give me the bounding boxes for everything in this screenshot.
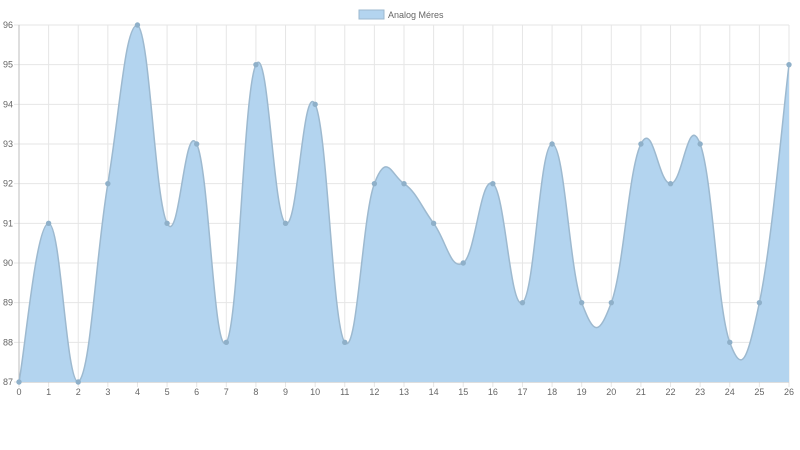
data-point[interactable] (105, 180, 111, 187)
data-point[interactable] (430, 220, 437, 227)
x-tick-label: 13 (399, 387, 409, 397)
x-tick-label: 22 (666, 387, 676, 397)
y-tick-label: 95 (3, 60, 13, 70)
data-point[interactable] (667, 180, 674, 187)
data-point[interactable] (193, 141, 200, 147)
data-point[interactable] (460, 260, 466, 266)
y-tick-label: 92 (3, 179, 13, 189)
data-point[interactable] (253, 61, 259, 68)
x-tick-label: 16 (488, 387, 498, 397)
y-tick-label: 89 (3, 298, 13, 308)
x-tick-label: 2 (76, 387, 81, 397)
data-point[interactable] (638, 141, 644, 147)
x-tick-label: 19 (577, 387, 587, 397)
x-tick-label: 6 (194, 387, 199, 397)
data-point[interactable] (519, 299, 526, 306)
data-point[interactable] (727, 339, 733, 346)
x-tick-label: 21 (636, 387, 646, 397)
x-tick-label: 17 (517, 387, 527, 397)
series-area (19, 25, 789, 382)
legend-label: Analog Méres (388, 10, 444, 20)
x-tick-label: 8 (253, 387, 258, 397)
data-point[interactable] (756, 299, 763, 306)
y-tick-label: 87 (3, 377, 13, 387)
y-tick-label: 88 (3, 337, 13, 347)
data-point[interactable] (578, 299, 585, 306)
x-tick-label: 1 (46, 387, 51, 397)
data-point[interactable] (164, 220, 170, 227)
x-tick-label: 26 (784, 387, 794, 397)
x-tick-label: 9 (283, 387, 288, 397)
data-point[interactable] (282, 220, 289, 227)
x-tick-label: 20 (606, 387, 616, 397)
data-point[interactable] (401, 180, 407, 187)
data-point[interactable] (490, 180, 496, 187)
y-tick-label: 91 (3, 218, 13, 228)
data-point[interactable] (134, 22, 141, 28)
y-tick-label: 96 (3, 20, 13, 30)
data-point[interactable] (312, 101, 318, 108)
x-tick-label: 11 (340, 387, 349, 397)
data-point[interactable] (16, 379, 22, 385)
data-point[interactable] (608, 299, 615, 306)
x-tick-label: 10 (310, 387, 320, 397)
x-tick-label: 7 (224, 387, 229, 397)
legend[interactable]: Analog Méres (358, 9, 444, 20)
x-tick-label: 12 (369, 387, 379, 397)
data-point[interactable] (786, 61, 792, 68)
x-tick-label: 3 (105, 387, 110, 397)
x-tick-label: 14 (429, 387, 439, 397)
x-tick-label: 4 (135, 387, 140, 397)
y-tick-label: 94 (3, 99, 13, 109)
x-tick-label: 5 (165, 387, 170, 397)
y-tick-label: 90 (3, 258, 13, 268)
x-tick-label: 23 (695, 387, 705, 397)
x-tick-label: 25 (754, 387, 764, 397)
data-points (16, 22, 792, 385)
data-point[interactable] (371, 180, 378, 187)
legend-swatch (358, 9, 385, 20)
data-point[interactable] (342, 339, 348, 346)
data-point[interactable] (549, 141, 555, 147)
x-tick-label: 18 (547, 387, 557, 397)
y-tick-label: 93 (3, 139, 13, 149)
x-tick-label: 15 (458, 387, 468, 397)
x-tick-label: 24 (725, 387, 735, 397)
data-point[interactable] (223, 339, 230, 346)
x-tick-label: 0 (16, 387, 21, 397)
data-point[interactable] (697, 141, 703, 147)
data-point[interactable] (75, 379, 81, 385)
data-point[interactable] (45, 220, 52, 227)
